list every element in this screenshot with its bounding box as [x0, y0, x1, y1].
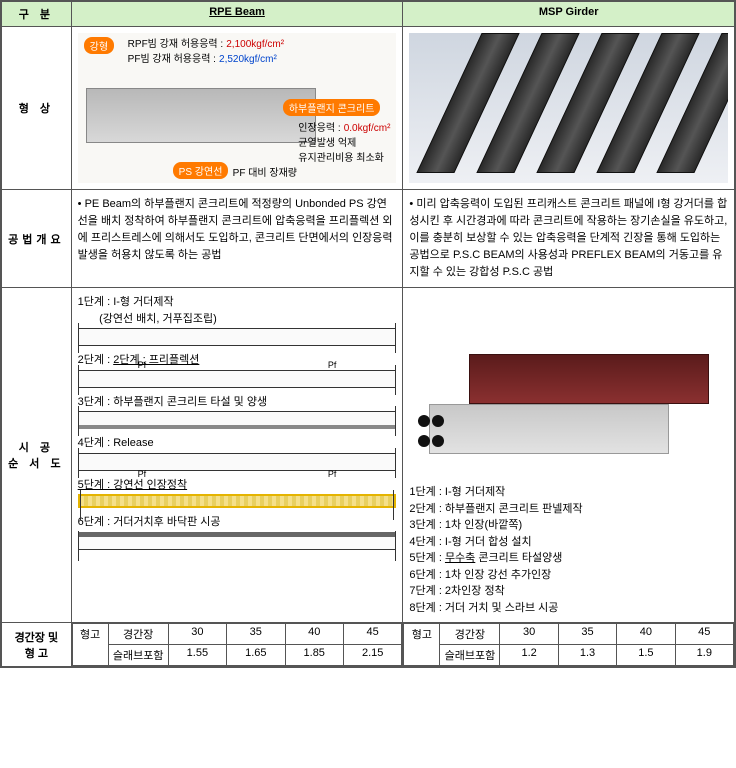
- rpe-span-hdr: 형고: [72, 624, 108, 666]
- header-row: 구 분 RPE Beam MSP Girder: [2, 2, 735, 27]
- method-rpe: PE Beam의 하부플랜지 콘크리트에 적정량의 Unbonded PS 강연…: [71, 190, 403, 288]
- flow-msp: 1단계 : I-형 거더제작 2단계 : 하부플랜지 콘크리트 판넬제작 3단계…: [403, 288, 735, 623]
- header-category: 구 분: [2, 2, 72, 27]
- shape-msp-cell: [403, 27, 735, 190]
- msp-step6: 6단계 : 1차 인장 강선 추가인장: [409, 567, 728, 584]
- rowlabel-flow: 시 공 순 서 도: [2, 288, 72, 623]
- rpe-beam-figure: 강형 RPF빔 강재 허용응력 : 2,100kgf/cm² PF빔 강재 허용…: [78, 33, 397, 183]
- msp-step7: 7단계 : 2차인장 정착: [409, 583, 728, 600]
- pf-arrow-2: Pf: [328, 359, 337, 373]
- rpe-slab-label: 슬래브포함: [108, 645, 168, 666]
- msp-c2: 40: [617, 624, 675, 645]
- row-method: 공법개요 PE Beam의 하부플랜지 콘크리트에 적정량의 Unbonded …: [2, 190, 735, 288]
- row-span: 경간장 및 형 고 형고 경간장 30 35 40 45 슬래브포함 1.55 …: [2, 623, 735, 667]
- rpe-c3: 45: [343, 624, 401, 645]
- msp-step3: 3단계 : 1차 인장(바깥쪽): [409, 517, 728, 534]
- pf-arrow-4: Pf: [328, 468, 337, 482]
- rpe-v0: 1.55: [168, 645, 226, 666]
- rpe-c0: 30: [168, 624, 226, 645]
- span-msp: 형고 경간장 30 35 40 45 슬래브포함 1.2 1.3 1.5 1.9: [403, 623, 735, 667]
- shape-rpe-cell: 강형 RPF빔 강재 허용응력 : 2,100kgf/cm² PF빔 강재 허용…: [71, 27, 403, 190]
- msp-v0: 1.2: [500, 645, 558, 666]
- ps-note: PF 대비 장재량: [233, 164, 297, 179]
- rpe-v2: 1.85: [285, 645, 343, 666]
- rpe-note-2: 유지관리비용 최소화: [298, 149, 390, 164]
- rpe-note-1: 균열발생 억제: [298, 134, 390, 149]
- pf-arrow-1: Pf: [138, 359, 147, 373]
- msp-3d-figure: [409, 294, 728, 474]
- msp-step4: 4단계 : I-형 거더 합성 설치: [409, 534, 728, 551]
- row-flow: 시 공 순 서 도 1단계 : I-형 거더제작 (강연선 배치, 거푸집조립)…: [2, 288, 735, 623]
- badge-ps-strand: PS 강연선: [173, 162, 229, 179]
- rpe-step1b: (강연선 배치, 거푸집조립): [99, 313, 217, 325]
- msp-panel-figure: [409, 33, 728, 183]
- rpe-tension-label: 인장응력 :: [298, 123, 340, 134]
- msp-step8: 8단계 : 거더 거치 및 스라브 시공: [409, 600, 728, 617]
- msp-step1: 1단계 : I-형 거더제작: [409, 484, 728, 501]
- rpe-step1: 1단계 : I-형 거더제작: [78, 296, 174, 308]
- rpe-stress-val-2: 2,520kgf/cm²: [219, 54, 277, 65]
- rpe-v1: 1.65: [227, 645, 285, 666]
- method-msp: 미리 압축응력이 도입된 프리캐스트 콘크리트 패널에 I형 강거더를 합성시킨…: [403, 190, 735, 288]
- badge-flange-concrete: 하부플랜지 콘크리트: [283, 99, 381, 116]
- beam3d-graphic: [86, 88, 316, 143]
- rpe-step3: 3단계 : 하부플랜지 콘크리트 타설 및 양생: [78, 396, 267, 408]
- rpe-c2: 40: [285, 624, 343, 645]
- rpe-stress-label-1: RPF빔 강재 허용응력 :: [128, 39, 224, 50]
- rpe-step5: 5단계 : 강연선 인장정착: [78, 479, 187, 491]
- rpe-stress-label-2: PF빔 강재 허용응력 :: [128, 54, 216, 65]
- header-rpe: RPE Beam: [71, 2, 403, 27]
- msp-c3: 45: [675, 624, 733, 645]
- badge-steel-shape: 강형: [84, 37, 114, 54]
- msp-span-label: 경간장: [440, 624, 500, 645]
- msp-v3: 1.9: [675, 645, 733, 666]
- msp-slab-label: 슬래브포함: [440, 645, 500, 666]
- rpe-step4: 4단계 : Release: [78, 437, 154, 449]
- method-msp-text: 미리 압축응력이 도입된 프리캐스트 콘크리트 패널에 I형 강거더를 합성시킨…: [409, 196, 728, 281]
- pf-arrow-3: Pf: [138, 468, 147, 482]
- rpe-stress-val-1: 2,100kgf/cm²: [226, 39, 284, 50]
- rowlabel-method: 공법개요: [2, 190, 72, 288]
- row-shape: 형 상 강형 RPF빔 강재 허용응력 : 2,100kgf/cm² PF빔 강…: [2, 27, 735, 190]
- rpe-step6: 6단계 : 거더거치후 바닥판 시공: [78, 516, 221, 528]
- flow-rpe: 1단계 : I-형 거더제작 (강연선 배치, 거푸집조립) 2단계 : 2단계…: [71, 288, 403, 623]
- span-rpe: 형고 경간장 30 35 40 45 슬래브포함 1.55 1.65 1.85 …: [71, 623, 403, 667]
- msp-v1: 1.3: [558, 645, 616, 666]
- msp-v2: 1.5: [617, 645, 675, 666]
- msp-step2: 2단계 : 하부플랜지 콘크리트 판넬제작: [409, 501, 728, 518]
- msp-span-hdr: 형고: [404, 624, 440, 666]
- msp-c0: 30: [500, 624, 558, 645]
- method-rpe-text: PE Beam의 하부플랜지 콘크리트에 적정량의 Unbonded PS 강연…: [78, 196, 397, 264]
- comparison-table: 구 분 RPE Beam MSP Girder 형 상 강형 RPF빔 강재 허…: [0, 0, 736, 668]
- rpe-c1: 35: [227, 624, 285, 645]
- msp-c1: 35: [558, 624, 616, 645]
- rpe-v3: 2.15: [343, 645, 401, 666]
- header-msp: MSP Girder: [403, 2, 735, 27]
- rpe-tension-val: 0.0kgf/cm²: [344, 123, 391, 134]
- rpe-span-label: 경간장: [108, 624, 168, 645]
- rowlabel-span: 경간장 및 형 고: [2, 623, 72, 667]
- rowlabel-shape: 형 상: [2, 27, 72, 190]
- msp-step5: 5단계 : 무수축 콘크리트 타설양생: [409, 550, 728, 567]
